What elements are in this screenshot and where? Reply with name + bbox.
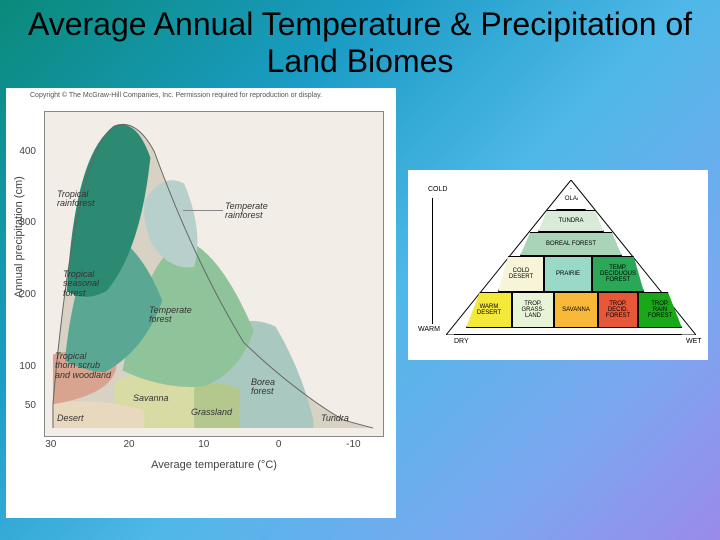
y-axis: 50 100 200 300 400 (16, 111, 36, 437)
region-label-tropical-seasonal: Tropicalseasonalforest (63, 270, 99, 298)
cell-label: TROP.GRASS-LAND (521, 301, 544, 320)
label-warm: WARM (418, 326, 440, 333)
cell-prairie: PRAIRIE (544, 256, 592, 292)
region-label-grassland: Grassland (191, 408, 232, 417)
xtick: 0 (276, 439, 282, 450)
cell-label: TUNDRA (559, 218, 584, 224)
cell-trop-deciduous: TROP.DECID.FOREST (598, 292, 638, 328)
plot-area: Tropicalrainforest Tropicalseasonalfores… (44, 111, 384, 437)
biome-pyramid: COLD WARM DRY WET POLAR TUNDRA BOREAL FO… (408, 170, 708, 360)
cell-label: BOREAL FOREST (546, 241, 596, 247)
region-label-boreal: Boreaforest (251, 378, 275, 397)
copyright-text: Copyright © The McGraw-Hill Companies, I… (6, 88, 396, 101)
cell-savanna: SAVANNA (554, 292, 598, 328)
cell-boreal: BOREAL FOREST (520, 232, 622, 256)
label-dry: DRY (454, 338, 469, 345)
x-axis-label: Average temperature (°C) (44, 459, 384, 471)
xtick: 20 (123, 439, 134, 450)
label-wet: WET (686, 338, 702, 345)
region-label-tundra: Tundra (321, 414, 349, 423)
ytick: 200 (8, 289, 36, 300)
region-label-desert: Desert (57, 414, 84, 423)
ytick: 50 (8, 400, 36, 411)
cell-tundra: TUNDRA (538, 210, 604, 232)
cell-label: TEMP.DECIDUOUSFOREST (600, 265, 636, 284)
region-label-temperate-rainforest: Temperaterainforest (225, 202, 268, 221)
region-label-savanna: Savanna (133, 394, 169, 403)
page-title: Average Annual Temperature & Precipitati… (0, 0, 720, 80)
region-label-temperate-forest: Temperateforest (149, 306, 192, 325)
callout-line (183, 210, 223, 211)
cell-label: COLDDESERT (509, 268, 533, 281)
cell-label: TROP.DECID.FOREST (606, 301, 630, 320)
cell-trop-grassland: TROP.GRASS-LAND (512, 292, 554, 328)
xtick: 30 (45, 439, 56, 450)
cell-label: PRAIRIE (556, 271, 580, 277)
cell-label: WARMDESERT (477, 304, 501, 317)
cell-label: TROP.RAINFOREST (648, 301, 672, 320)
region-label-tropical-thorn: Tropicalthorn scruband woodland (55, 352, 111, 380)
xtick: 10 (198, 439, 209, 450)
ytick: 300 (8, 217, 36, 228)
ytick: 400 (8, 146, 36, 157)
xtick: -10 (346, 439, 360, 450)
cell-label: SAVANNA (562, 307, 590, 313)
whittaker-chart: Annual precipitation (cm) 50 100 200 300… (6, 101, 396, 481)
right-pyramid-panel: COLD WARM DRY WET POLAR TUNDRA BOREAL FO… (408, 170, 708, 360)
ytick: 100 (8, 361, 36, 372)
left-chart-panel: Copyright © The McGraw-Hill Companies, I… (6, 88, 396, 518)
region-label-tropical-rainforest: Tropicalrainforest (57, 190, 95, 209)
label-cold: COLD (428, 186, 447, 193)
arrow-vertical (432, 198, 433, 324)
x-axis: 30 20 10 0 -10 Average temperature (°C) (44, 439, 384, 469)
